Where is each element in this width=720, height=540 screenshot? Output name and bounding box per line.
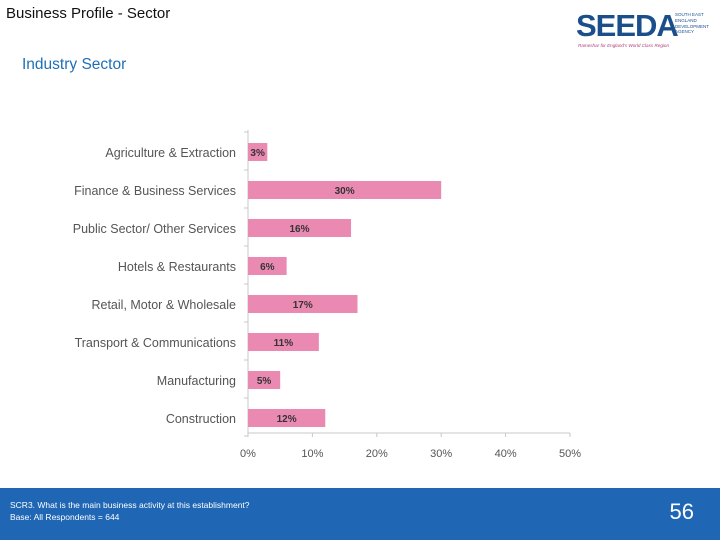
data-label: 11% (274, 338, 294, 349)
x-tick-label: 30% (430, 448, 452, 460)
data-label: 16% (290, 224, 310, 235)
slide-title: Business Profile - Sector (6, 5, 171, 22)
x-tick-label: 20% (366, 448, 388, 460)
chart-subtitle: Industry Sector (22, 56, 127, 73)
data-label: 12% (277, 414, 297, 425)
bar (248, 295, 358, 313)
seeda-logo: SEEDA SOUTH EAST ENGLAND DEVELOPMENT AGE… (576, 8, 716, 52)
logo-wordmark: SEEDA (576, 8, 679, 43)
x-tick-label: 0% (240, 448, 256, 460)
x-tick-label: 40% (495, 448, 517, 460)
bar (248, 409, 326, 427)
x-tick-label: 50% (559, 448, 581, 460)
category-label: Retail, Motor & Wholesale (91, 298, 236, 312)
data-label: 5% (257, 376, 272, 387)
category-label: Hotels & Restaurants (118, 260, 236, 274)
logo-agency-name: SOUTH EAST ENGLAND DEVELOPMENT AGENCY (675, 12, 710, 35)
bar (248, 257, 287, 275)
bar (248, 143, 268, 161)
industry-sector-bar-chart: 0% 10% 20% 30% 40% 50% Agriculture & Extractio… (73, 130, 581, 460)
respondent-base: Base: All Respondents = 644 (10, 512, 120, 522)
category-label: Agriculture & Extraction (105, 146, 236, 160)
category-label: Construction (166, 412, 236, 426)
footer-note: SCR3. What is the main business activity… (10, 499, 250, 523)
logo-tagline: Rameshar for England's World Class Regio… (578, 43, 670, 48)
survey-question: SCR3. What is the main business activity… (10, 500, 250, 510)
category-label: Manufacturing (157, 374, 236, 388)
data-label: 17% (293, 300, 313, 311)
data-label: 3% (250, 148, 265, 159)
page-number: 56 (669, 499, 694, 524)
category-label: Transport & Communications (75, 336, 236, 350)
footer-bar (0, 488, 720, 540)
bar (248, 181, 442, 199)
bar (248, 219, 352, 237)
category-label: Finance & Business Services (74, 184, 236, 198)
category-label: Public Sector/ Other Services (73, 222, 236, 236)
data-label: 6% (260, 262, 275, 273)
bar (248, 371, 281, 389)
x-tick-label: 10% (301, 448, 323, 460)
bar (248, 333, 319, 351)
data-label: 30% (335, 186, 355, 197)
